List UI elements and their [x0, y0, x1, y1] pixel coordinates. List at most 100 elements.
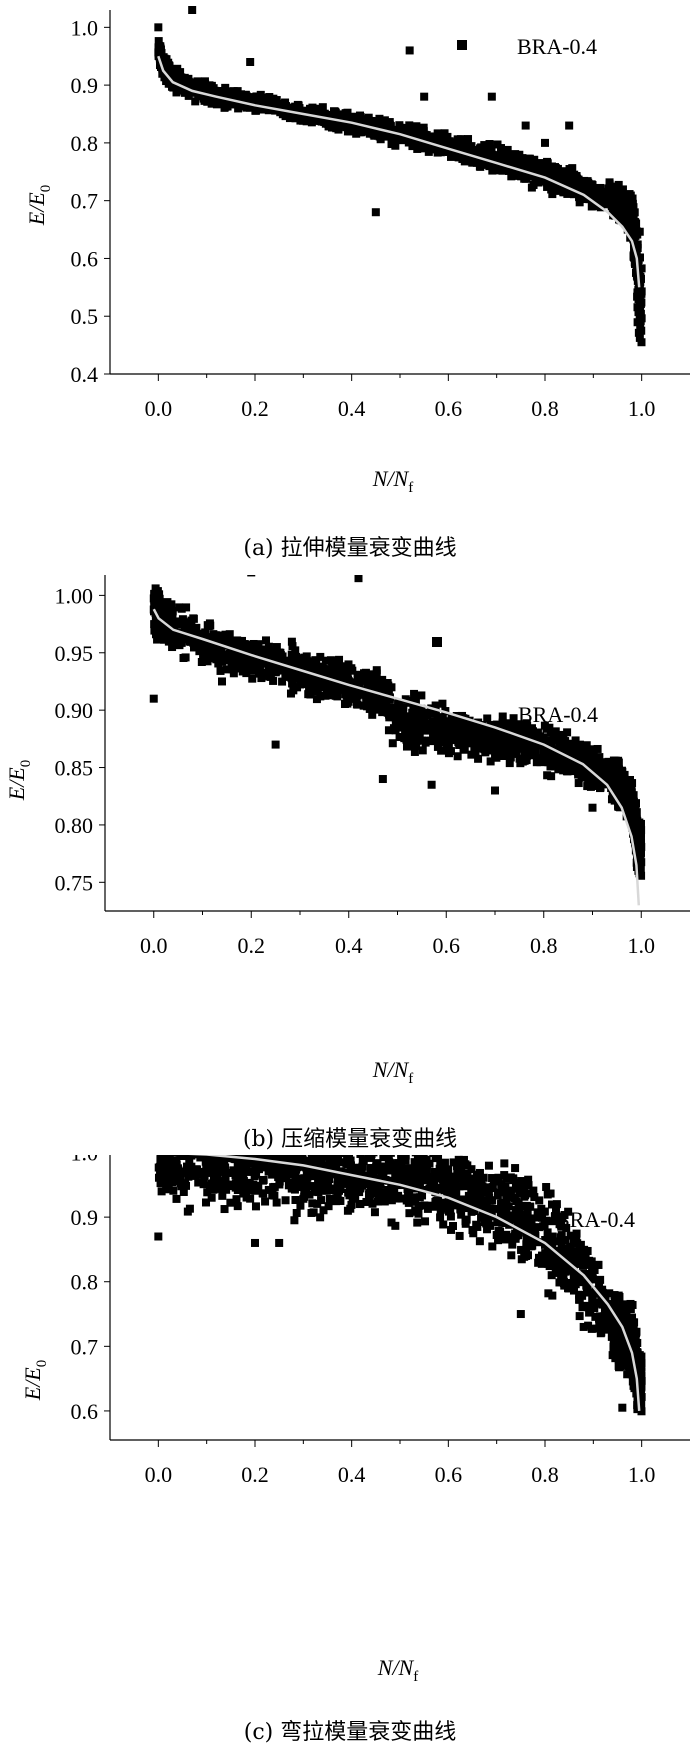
- y-axis-title: E/E0: [20, 1360, 50, 1402]
- data-point: [472, 1170, 481, 1179]
- data-point: [627, 811, 636, 820]
- data-point: [315, 116, 324, 125]
- data-point: [181, 88, 190, 97]
- data-point: [597, 779, 606, 788]
- data-point: [615, 781, 624, 790]
- data-point: [365, 1196, 374, 1205]
- data-point: [154, 37, 163, 46]
- data-point: [310, 687, 319, 696]
- data-point: [611, 787, 620, 796]
- data-point: [636, 309, 645, 318]
- data-point: [155, 45, 164, 54]
- data-point: [494, 751, 503, 760]
- outlier-point: [354, 575, 363, 583]
- data-point: [509, 747, 518, 756]
- data-point: [542, 1183, 551, 1192]
- data-point: [358, 1162, 367, 1171]
- data-point: [436, 1160, 445, 1169]
- data-point: [351, 125, 360, 134]
- figure-a: BRA-0.4 N/Nf E/E0 (a) 拉伸模量衰变曲线 0.0 0.2 0.4…: [0, 0, 700, 575]
- data-point: [625, 190, 634, 199]
- data-point: [572, 1229, 581, 1238]
- data-point: [617, 769, 626, 778]
- data-point: [596, 1275, 605, 1284]
- data-point: [428, 720, 437, 729]
- data-point: [429, 734, 438, 743]
- data-point: [320, 1155, 329, 1158]
- data-point: [579, 754, 588, 763]
- data-point: [627, 210, 636, 219]
- data-point: [610, 1298, 619, 1307]
- data-point: [572, 1255, 581, 1264]
- data-point: [213, 1184, 222, 1193]
- data-point: [509, 1193, 518, 1202]
- data-point: [157, 605, 166, 614]
- y-tick-label: 0.4: [71, 362, 99, 387]
- data-point: [207, 99, 216, 108]
- data-point: [312, 695, 321, 704]
- data-point: [543, 1190, 552, 1199]
- data-point: [578, 191, 587, 200]
- data-point: [264, 642, 273, 651]
- data-point: [561, 174, 570, 183]
- data-point: [564, 1284, 573, 1293]
- data-point: [371, 705, 380, 714]
- data-point: [429, 1155, 438, 1157]
- data-point: [408, 740, 417, 749]
- data-point: [563, 755, 572, 764]
- data-point: [610, 1319, 619, 1328]
- data-point: [286, 689, 295, 698]
- data-point: [460, 743, 469, 752]
- data-point: [551, 1260, 560, 1269]
- data-point: [305, 685, 314, 694]
- data-point: [194, 1178, 203, 1187]
- data-point: [596, 183, 605, 192]
- data-point: [534, 1258, 543, 1267]
- data-point: [498, 1198, 507, 1207]
- data-point: [377, 687, 386, 696]
- data-point: [430, 1174, 439, 1183]
- data-point: [408, 708, 417, 717]
- data-point: [335, 1155, 344, 1158]
- data-point: [414, 1201, 423, 1210]
- data-point: [591, 1289, 600, 1298]
- data-point: [196, 1155, 205, 1162]
- data-point: [183, 1207, 192, 1216]
- y-axis-title: E/E0: [4, 760, 34, 802]
- data-point: [363, 702, 372, 711]
- data-point: [543, 771, 552, 780]
- data-point: [157, 633, 166, 642]
- data-point: [608, 765, 617, 774]
- data-point: [614, 756, 623, 765]
- data-point: [553, 758, 562, 767]
- data-point: [331, 1163, 340, 1172]
- data-point: [409, 725, 418, 734]
- data-point: [401, 1156, 410, 1165]
- data-point: [532, 734, 541, 743]
- data-point: [411, 696, 420, 705]
- data-point: [302, 652, 311, 661]
- data-point: [296, 1201, 305, 1210]
- data-point: [180, 73, 189, 82]
- data-point: [406, 1177, 415, 1186]
- data-point: [367, 692, 376, 701]
- data-point: [261, 668, 270, 677]
- data-point: [618, 1306, 627, 1315]
- data-point: [266, 652, 275, 661]
- data-point: [572, 741, 581, 750]
- chart-b-svg: BRA-0.4 N/Nf E/E0 (b) 压缩模量衰变曲线 0.0 0.2 0.4…: [4, 575, 690, 1152]
- data-point: [344, 1188, 353, 1197]
- data-point: [455, 740, 464, 749]
- data-point: [376, 681, 385, 690]
- data-point: [478, 738, 487, 747]
- data-point: [255, 663, 264, 672]
- data-point: [467, 147, 476, 156]
- data-point: [232, 92, 241, 101]
- x-tick-label: 0.0: [145, 1462, 173, 1487]
- data-point: [343, 699, 352, 708]
- data-point: [387, 1218, 396, 1227]
- data-point: [269, 676, 278, 685]
- data-point: [199, 653, 208, 662]
- data-point: [316, 1213, 325, 1222]
- data-point: [420, 708, 429, 717]
